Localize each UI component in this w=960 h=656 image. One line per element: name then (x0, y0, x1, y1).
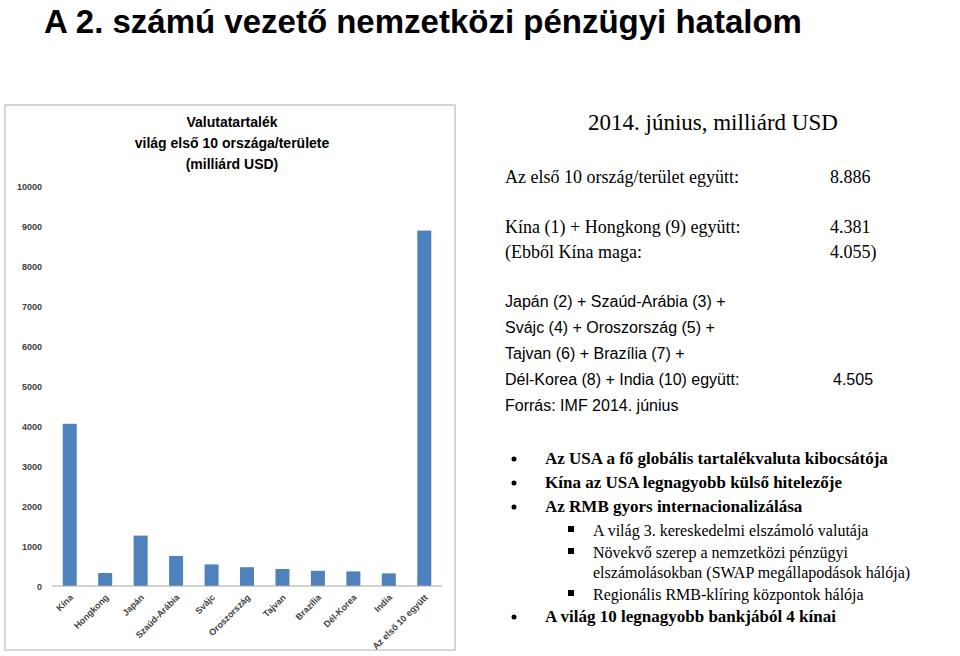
chart-title: (milliárd USD) (186, 156, 279, 172)
x-tick-label: Japán (121, 592, 146, 617)
group-line: Dél-Korea (8) + India (10) együtt: (505, 371, 739, 388)
bullet-text: Az RMB gyors internacionalizálása (545, 497, 803, 516)
background (0, 0, 960, 656)
x-tick-label: Szaúd-Arábia (134, 592, 182, 640)
sub-bullet-text: elszámolásokban (SWAP megállapodások hál… (593, 564, 910, 582)
bullet-text: Kína az USA legnagyobb külső hitelezője (545, 473, 843, 492)
chart-frame (5, 105, 455, 650)
row-label: Kína (1) + Hongkong (9) együtt: (505, 217, 741, 238)
row-value: 8.886 (830, 167, 871, 187)
row-label: Az első 10 ország/terület együtt: (505, 167, 739, 187)
y-tick-label: 5000 (22, 382, 42, 392)
y-tick-label: 0 (37, 582, 42, 592)
group-line: Japán (2) + Szaúd-Arábia (3) + (505, 293, 726, 310)
bar (346, 571, 360, 586)
bar (98, 573, 112, 586)
bullet (512, 457, 517, 462)
bullet (512, 505, 517, 510)
bullet-text: A világ 10 legnagyobb bankjából 4 kínai (545, 607, 836, 626)
y-tick-label: 8000 (22, 262, 42, 272)
sub-bullet-text: A világ 3. kereskedelmi elszámoló valutá… (593, 522, 868, 540)
group-line: Svájc (4) + Oroszország (5) + (505, 319, 715, 336)
sub-bullet (568, 526, 574, 532)
bar (417, 231, 431, 586)
slide: A 2. számú vezető nemzetközi pénzügyi ha… (0, 0, 960, 656)
y-tick-label: 4000 (22, 422, 42, 432)
sub-bullet (568, 548, 574, 554)
x-tick-label: Kína (54, 592, 76, 614)
x-tick-label: Svájc (193, 592, 217, 616)
x-tick-label: Az első 10 együtt (371, 592, 430, 651)
y-tick-label: 7000 (22, 302, 42, 312)
bullet-text: Az USA a fő globális tartalékvaluta kibo… (545, 449, 888, 468)
y-tick-label: 2000 (22, 502, 42, 512)
source: Forrás: IMF 2014. június (505, 397, 678, 414)
x-tick-label: Oroszország (207, 592, 253, 638)
y-tick-label: 6000 (22, 342, 42, 352)
row-value: 4.381 (830, 217, 871, 237)
bar (205, 564, 219, 586)
bullet (512, 615, 517, 620)
bullet (512, 481, 517, 486)
bar (240, 567, 254, 586)
y-tick-label: 10000 (17, 182, 42, 192)
y-tick-label: 9000 (22, 222, 42, 232)
heading: 2014. június, milliárd USD (588, 110, 838, 135)
chart-title: Valutatartalék (186, 114, 277, 130)
x-tick-label: Hongkong (72, 592, 111, 631)
x-tick-label: India (372, 592, 395, 615)
x-tick-label: Tajvan (261, 592, 288, 619)
bars (63, 231, 432, 586)
bar (275, 569, 289, 586)
bar (169, 556, 183, 586)
group-value: 4.505 (833, 371, 873, 388)
y-tick-label: 3000 (22, 462, 42, 472)
y-tick-label: 1000 (22, 542, 42, 552)
bar (134, 536, 148, 586)
x-tick-label: Dél-Korea (322, 592, 360, 630)
sub-bullet-text: Regionális RMB-klíring központok hálója (593, 586, 864, 604)
group-line: Tajvan (6) + Brazília (7) + (505, 345, 685, 362)
slide-title: A 2. számú vezető nemzetközi pénzügyi ha… (44, 3, 802, 40)
x-axis (52, 586, 442, 587)
bar (63, 424, 77, 586)
sub-bullet-text: Növekvő szerep a nemzetközi pénzügyi (593, 544, 849, 562)
bar (311, 571, 325, 586)
bar (382, 573, 396, 586)
x-tick-label: Brazília (294, 592, 324, 622)
row-value: 4.055) (830, 242, 877, 263)
chart-title: világ első 10 országa/területe (135, 135, 330, 151)
row-label: (Ebből Kína maga: (505, 242, 642, 263)
sub-bullet (568, 590, 574, 596)
